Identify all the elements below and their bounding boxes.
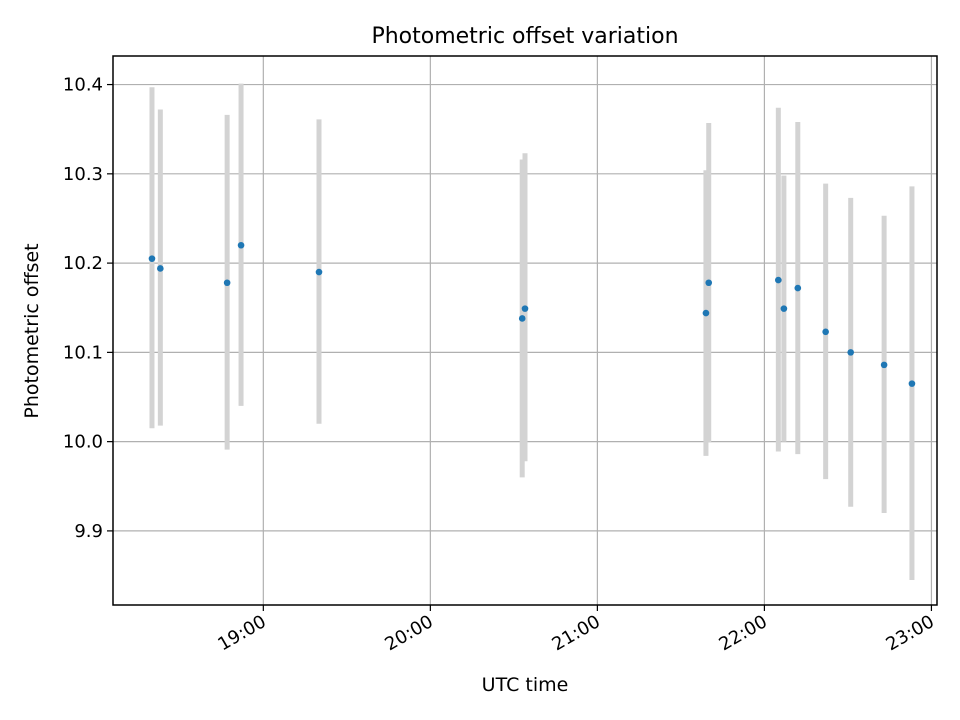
y-axis-ticks: 9.9 10.0 10.1 10.2 10.3 10.4 [63, 75, 113, 542]
data-point [794, 284, 802, 292]
data-point [822, 328, 829, 336]
y-tick-label: 10.4 [63, 75, 103, 96]
chart-title: Photometric offset variation [371, 24, 678, 49]
data-points [148, 241, 916, 387]
data-point [518, 315, 526, 322]
x-axis-ticks: 19:00 20:00 21:00 22:00 23:00 [214, 605, 938, 655]
data-point [237, 241, 245, 249]
y-axis-label: Photometric offset [21, 243, 43, 418]
x-tick-label: 20:00 [381, 611, 436, 655]
data-point [702, 309, 710, 317]
data-point [908, 380, 916, 387]
x-tick-label: 22:00 [715, 611, 770, 655]
y-tick-label: 10.3 [63, 164, 103, 185]
x-tick-label: 23:00 [883, 611, 938, 655]
data-point [148, 255, 156, 262]
data-point [223, 279, 231, 287]
data-point [157, 265, 164, 272]
data-point [315, 268, 323, 276]
y-tick-label: 10.2 [63, 253, 103, 274]
y-tick-label: 10.1 [63, 342, 103, 363]
x-tick-label: 21:00 [548, 611, 603, 655]
data-point [705, 279, 713, 287]
data-point [521, 305, 529, 312]
y-tick-label: 10.0 [63, 432, 103, 453]
error-bars [149, 83, 915, 581]
data-point [780, 305, 788, 312]
data-point [847, 349, 855, 356]
plot-area-frame [112, 55, 938, 606]
x-tick-label: 19:00 [214, 611, 269, 655]
data-point [880, 361, 888, 369]
data-point [775, 276, 782, 284]
x-axis-label: UTC time [482, 674, 569, 696]
y-tick-label: 9.9 [74, 521, 103, 542]
